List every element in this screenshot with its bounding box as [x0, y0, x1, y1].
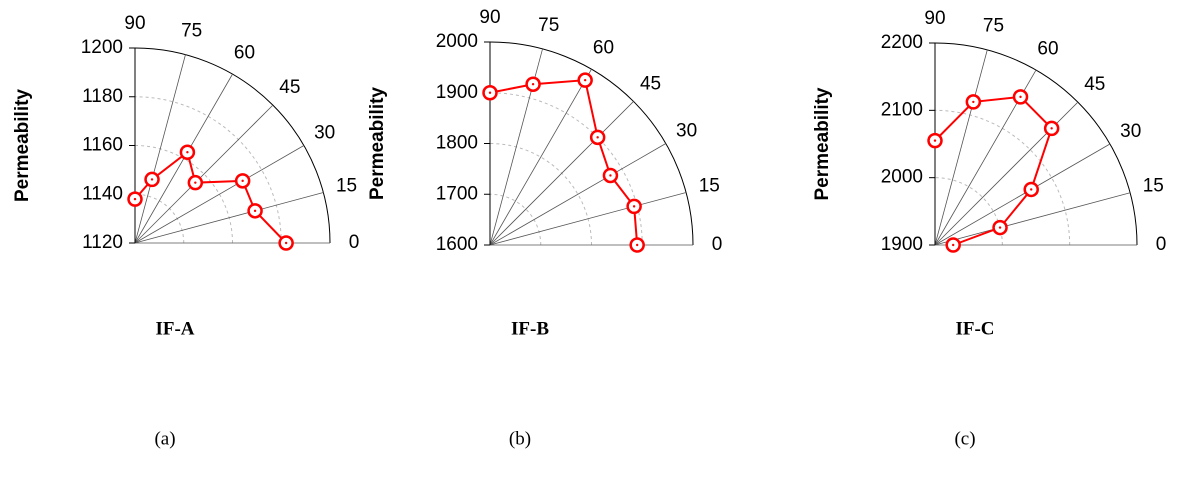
data-line [134, 150, 287, 244]
y-tick-label: 2000 [881, 167, 923, 188]
data-line [934, 95, 1053, 246]
x-tick-label: 90 [924, 8, 945, 29]
y-tick-label: 1700 [436, 183, 478, 204]
panel-label: IF-A [155, 318, 194, 339]
point-dot [253, 209, 257, 213]
x-tick-label: 15 [1143, 176, 1164, 197]
x-tick-label: 15 [699, 175, 720, 196]
y-tick-label: 1800 [436, 133, 478, 154]
point-dot [133, 197, 137, 201]
spoke [134, 145, 305, 244]
y-tick-label: 1900 [881, 234, 923, 255]
spoke [489, 101, 634, 246]
point-dot [186, 151, 189, 154]
grid-arc [489, 92, 643, 246]
panel-label: IF-C [955, 318, 994, 339]
grid-arc [134, 145, 233, 244]
x-tick-label: 60 [234, 42, 255, 63]
x-tick-label: 30 [676, 121, 697, 142]
point-dot [241, 179, 244, 183]
x-tick-label: 75 [181, 20, 202, 41]
y-tick-label: 1600 [436, 234, 478, 255]
y-tick-label: 1160 [82, 135, 123, 156]
spoke [934, 192, 1131, 246]
point-dot [951, 243, 955, 247]
x-tick-label: 0 [1156, 234, 1167, 255]
y-tick-label: 2000 [436, 31, 478, 52]
y-axis-label: Permeability [367, 87, 388, 200]
point-dot [531, 83, 535, 86]
spoke [934, 49, 988, 246]
point-dot [632, 205, 636, 208]
spoke [489, 68, 592, 246]
x-tick-label: 30 [1120, 121, 1141, 142]
y-axis-label: Permeability [12, 89, 33, 202]
x-tick-label: 90 [479, 7, 500, 28]
y-tick-label: 1200 [81, 37, 123, 58]
x-tick-label: 75 [538, 15, 559, 36]
spoke [934, 143, 1111, 246]
x-tick-label: 60 [1037, 38, 1058, 59]
y-axis-label: Permeability [812, 87, 833, 200]
point-dot [933, 139, 937, 142]
x-tick-label: 75 [983, 16, 1004, 37]
point-dot [583, 78, 587, 82]
point-dot [998, 226, 1002, 229]
y-tick-label: 2200 [881, 32, 923, 53]
point-dot [972, 100, 975, 104]
point-dot [284, 241, 288, 245]
x-tick-label: 30 [314, 123, 335, 144]
spoke [134, 192, 324, 244]
x-tick-label: 60 [593, 37, 614, 58]
point-dot [1030, 188, 1033, 191]
point-dot [194, 181, 197, 184]
point-dot [1019, 95, 1022, 99]
panel-caption: (b) [509, 428, 531, 449]
x-tick-label: 45 [640, 74, 661, 95]
point-dot [635, 243, 639, 247]
y-tick-label: 1140 [82, 183, 123, 204]
x-tick-label: 90 [124, 13, 145, 34]
y-tick-label: 1900 [436, 82, 478, 103]
x-tick-label: 45 [1084, 74, 1105, 95]
spoke [134, 54, 186, 244]
x-tick-label: 15 [336, 175, 357, 196]
point-dot [150, 178, 154, 181]
y-tick-label: 2100 [881, 99, 923, 120]
x-tick-label: 45 [279, 77, 300, 98]
y-tick-label: 1120 [82, 232, 123, 253]
point-dot [1050, 127, 1053, 130]
x-tick-label: 0 [349, 232, 360, 253]
point-dot [609, 174, 612, 177]
spoke [134, 104, 274, 244]
x-tick-label: 0 [712, 234, 723, 255]
point-dot [488, 91, 492, 94]
panel-caption: (c) [954, 428, 975, 449]
spoke [489, 192, 687, 246]
grid-arc [934, 109, 1071, 246]
panel-caption: (a) [154, 428, 175, 449]
spoke [489, 143, 667, 246]
y-tick-label: 1180 [82, 86, 123, 107]
point-dot [596, 136, 599, 139]
panel-label: IF-B [511, 318, 549, 339]
